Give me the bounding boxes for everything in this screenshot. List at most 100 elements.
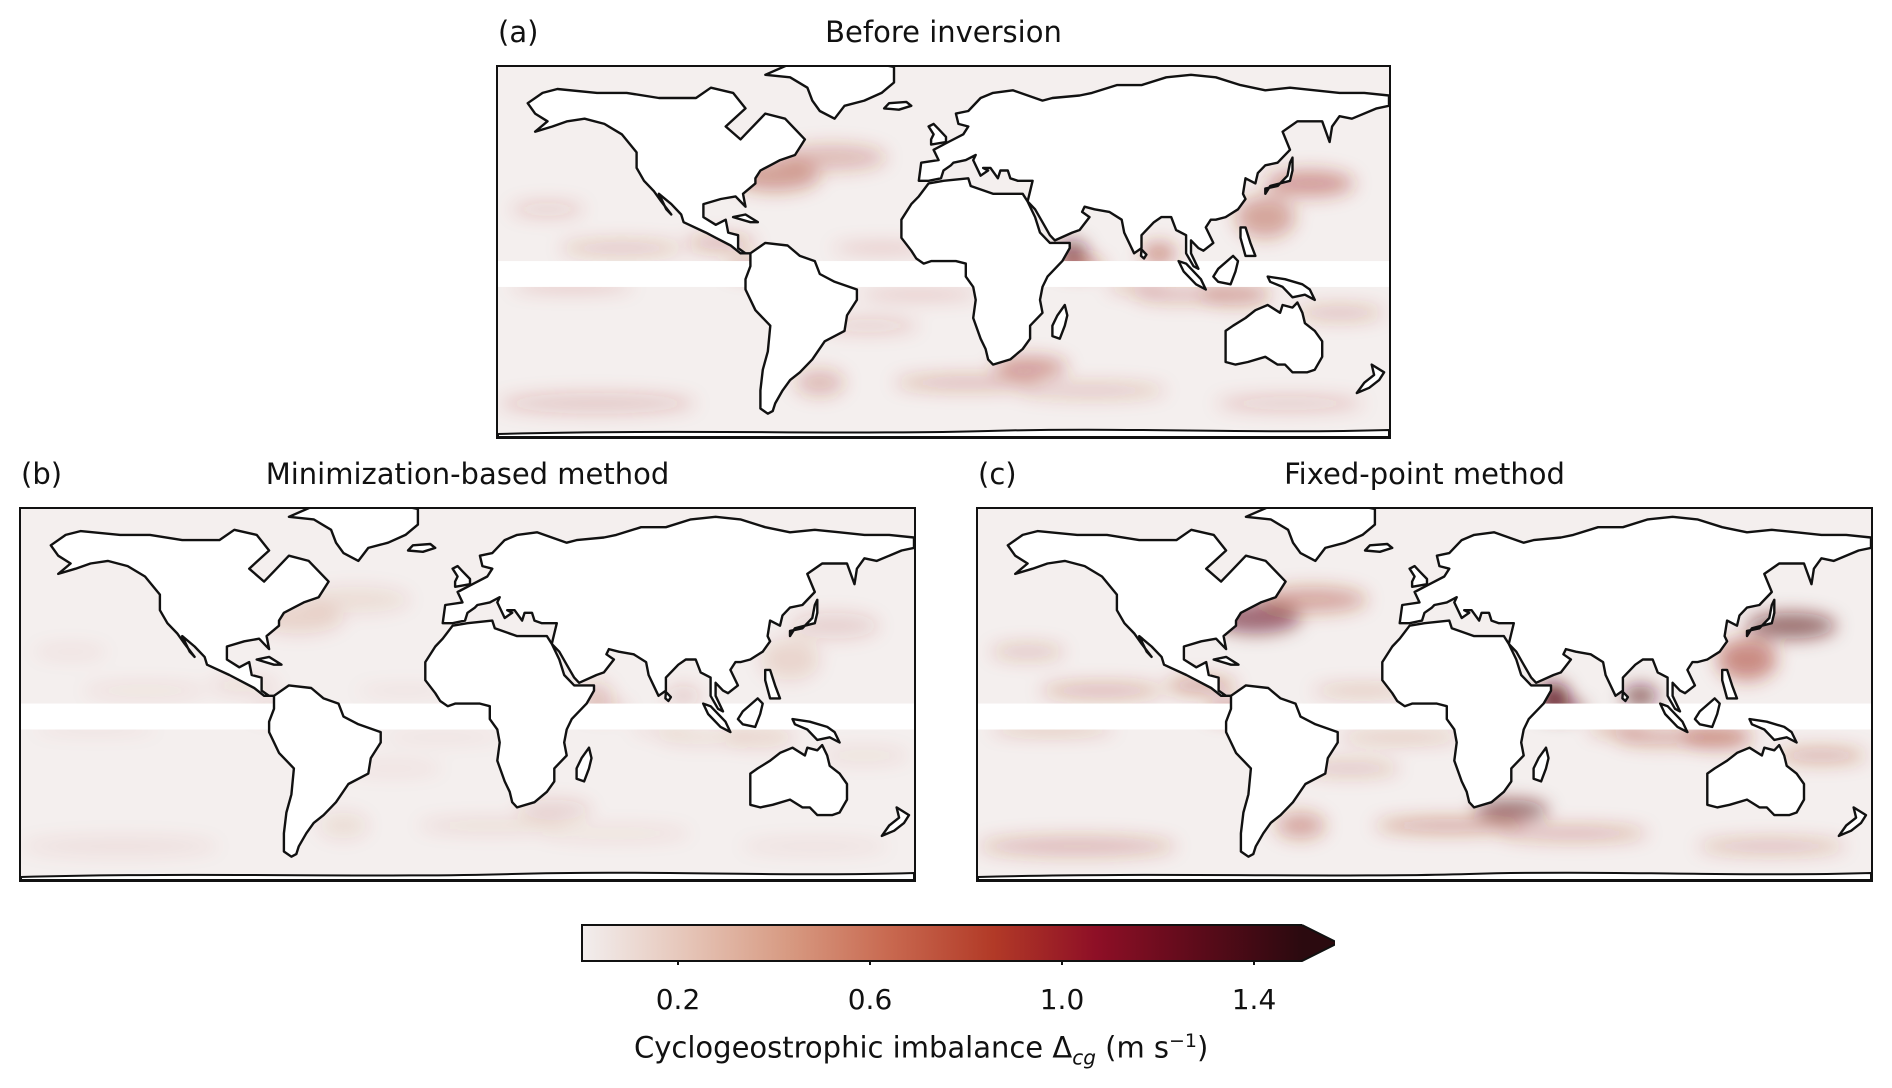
landmass-africa <box>424 619 596 809</box>
imbalance-hotspot <box>559 240 684 256</box>
landmass-cuba <box>1212 655 1240 666</box>
colorbar-label-units-open: (m s <box>1095 1030 1170 1065</box>
imbalance-hotspot <box>1040 682 1165 699</box>
landmass-south-america <box>267 684 382 858</box>
map-panel-c <box>976 507 1873 882</box>
landmass-south-america <box>744 241 859 415</box>
panel-a-label: (a) <box>498 15 539 49</box>
imbalance-hotspot <box>856 289 981 300</box>
landmass-antarctica <box>498 428 1389 437</box>
landmass-philippines <box>764 668 782 700</box>
colorbar-label-text: Cyclogeostrophic imbalance Δ <box>634 1030 1073 1065</box>
landmass-sumatra <box>702 702 732 734</box>
imbalance-hotspot <box>1294 305 1385 321</box>
map-panel-b <box>19 507 916 882</box>
landmass-australia <box>1706 743 1806 817</box>
imbalance-hotspot <box>1697 838 1847 855</box>
colorbar-label-units-close: ) <box>1197 1030 1209 1065</box>
imbalance-hotspot <box>993 356 1068 378</box>
panel-b-title: Minimization-based method <box>265 457 670 491</box>
imbalance-hotspot <box>795 369 845 396</box>
landmass-greenland <box>764 67 896 120</box>
landmass-new-zealand <box>1837 806 1868 838</box>
landmass-sri-lanka <box>1621 690 1630 703</box>
landmass-iceland <box>882 100 913 111</box>
imbalance-hotspot <box>1615 729 1705 746</box>
equatorial-mask-band <box>498 261 1389 287</box>
colorbar-tick-label: 0.2 <box>655 983 701 1016</box>
imbalance-hotspot <box>1235 196 1295 238</box>
imbalance-hotspot <box>380 732 505 743</box>
imbalance-hotspot <box>21 835 220 857</box>
landmass-new-guinea <box>1748 717 1798 744</box>
landmass-britain <box>1408 564 1429 589</box>
equatorial-mask-band <box>21 703 914 730</box>
colorbar-label: Cyclogeostrophic imbalance Δcg (m s−1) <box>634 1030 1208 1069</box>
landmass-sri-lanka <box>1139 248 1148 260</box>
imbalance-hotspot <box>1374 817 1524 834</box>
imbalance-hotspot <box>740 838 890 855</box>
imbalance-hotspot <box>1498 825 1648 842</box>
landmass-britain <box>927 122 948 146</box>
landmass-sumatra <box>1659 702 1689 734</box>
imbalance-hotspot <box>1622 685 1658 707</box>
imbalance-hotspot <box>725 726 795 748</box>
colorbar-label-subscript: cg <box>1072 1045 1096 1070</box>
colorbar-outline <box>581 924 1335 962</box>
landmass-australia <box>749 743 849 817</box>
landmass-madagascar <box>1532 746 1550 783</box>
imbalance-hotspot <box>1682 726 1752 748</box>
landmass-philippines <box>1721 668 1739 700</box>
landmass-south-america <box>1224 684 1339 858</box>
imbalance-hotspot <box>665 685 701 707</box>
landmass-australia <box>1224 301 1324 374</box>
imbalance-hotspot <box>1017 382 1167 399</box>
imbalance-hotspot <box>819 747 910 764</box>
imbalance-hotspot <box>1141 242 1177 264</box>
imbalance-hotspot <box>318 812 369 839</box>
landmass-greenland <box>1244 509 1377 563</box>
imbalance-hotspot <box>510 201 585 218</box>
map-svg <box>21 509 914 880</box>
landmass-iceland <box>1363 542 1394 553</box>
colorbar <box>581 924 1335 965</box>
landmass-borneo <box>1212 254 1240 286</box>
map-panel-a <box>496 65 1391 439</box>
imbalance-hotspot <box>541 825 691 842</box>
panel-a-title: Before inversion <box>825 15 1062 49</box>
colorbar-tick-label: 1.0 <box>1039 983 1085 1016</box>
landmass-cuba <box>731 213 760 224</box>
landmass-antarctica <box>21 871 914 880</box>
landmass-sumatra <box>1177 259 1207 291</box>
landmass-north-america <box>526 86 807 255</box>
imbalance-hotspot <box>1134 286 1224 303</box>
imbalance-hotspot <box>1258 586 1368 613</box>
landmass-borneo <box>1693 697 1721 729</box>
map-svg <box>498 67 1389 437</box>
landmass-north-america <box>49 528 330 698</box>
imbalance-hotspot <box>301 586 411 613</box>
landmass-madagascar <box>575 746 593 783</box>
imbalance-hotspot <box>1275 812 1326 839</box>
imbalance-hotspot <box>498 393 696 414</box>
colorbar-label-units-exp: −1 <box>1169 1030 1198 1052</box>
imbalance-hotspot <box>1474 799 1549 821</box>
landmass-sri-lanka <box>664 690 673 703</box>
imbalance-hotspot <box>1200 284 1271 306</box>
colorbar-tick-label: 0.6 <box>847 983 893 1016</box>
landmass-eurasia <box>441 515 914 713</box>
imbalance-hotspot <box>1337 732 1462 743</box>
landmass-iceland <box>406 542 437 553</box>
imbalance-hotspot <box>517 799 592 821</box>
landmass-madagascar <box>1051 303 1069 340</box>
landmass-japan <box>1264 156 1294 196</box>
imbalance-hotspot <box>978 835 1177 857</box>
imbalance-hotspot <box>1215 395 1365 412</box>
map-svg <box>978 509 1871 880</box>
panel-b-label: (b) <box>21 457 63 491</box>
equatorial-mask-band <box>978 703 1871 730</box>
landmass-antarctica <box>978 871 1871 880</box>
panel-c-title: Fixed-point method <box>1284 457 1565 491</box>
landmass-japan <box>788 598 819 638</box>
landmass-africa <box>900 177 1071 366</box>
